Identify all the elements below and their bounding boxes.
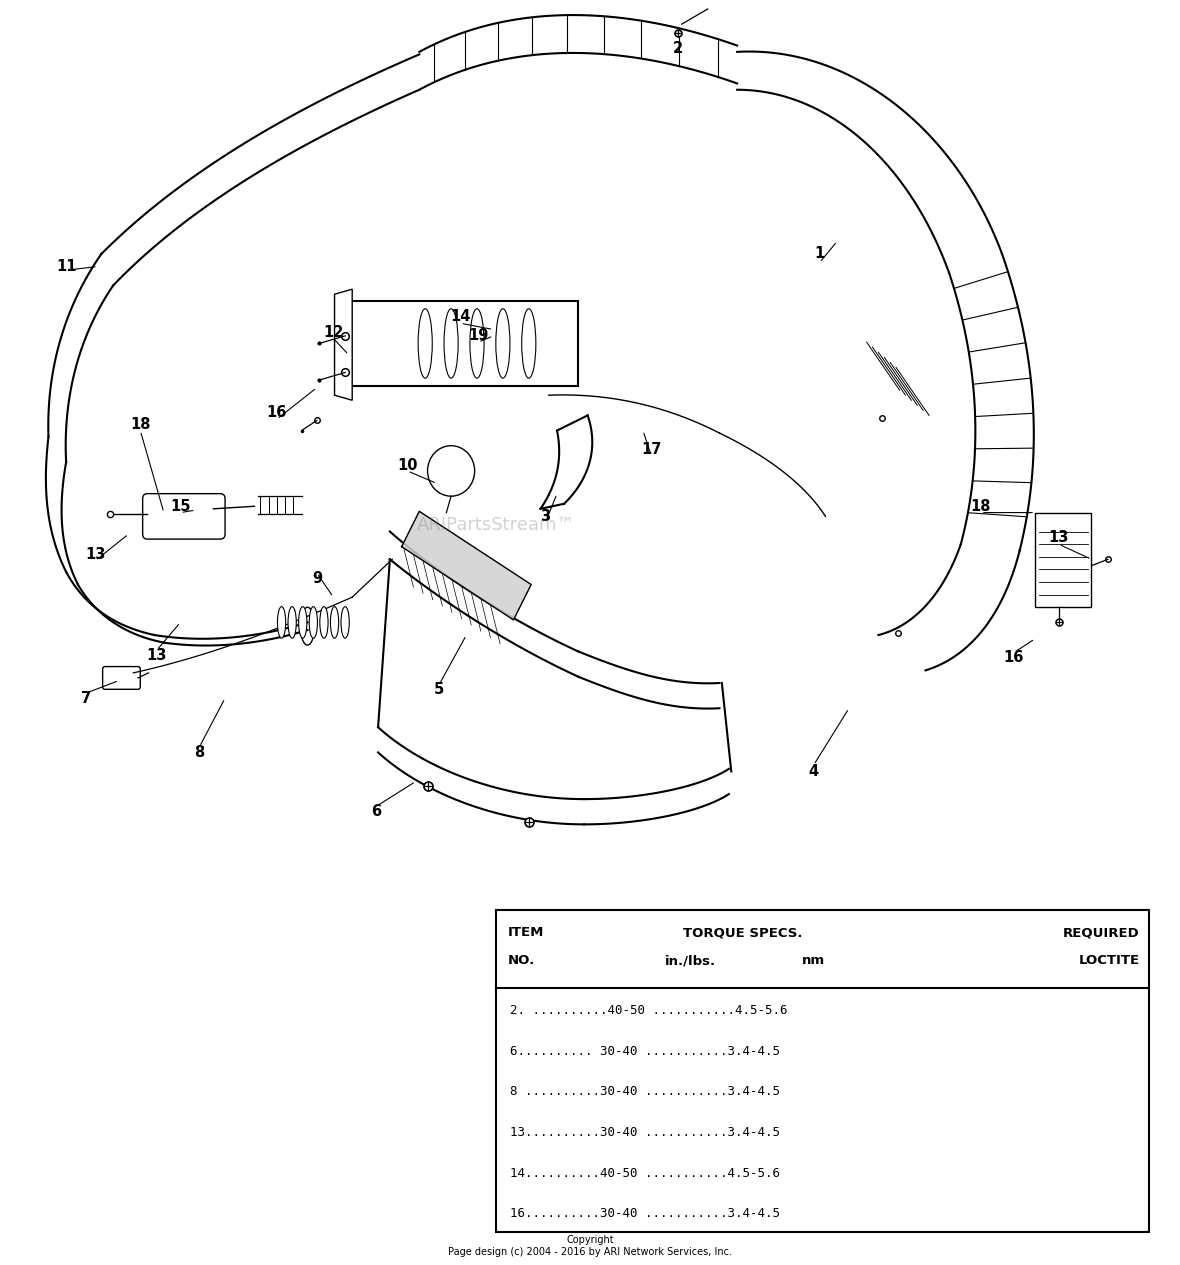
Text: ITEM: ITEM — [507, 926, 544, 940]
Text: ARIPartsStream™: ARIPartsStream™ — [417, 516, 575, 534]
Text: 3: 3 — [540, 509, 550, 524]
FancyBboxPatch shape — [143, 493, 225, 539]
Text: 14: 14 — [451, 310, 471, 324]
Bar — [1035, 512, 1092, 607]
Text: 13..........30-40 ...........3.4-4.5: 13..........30-40 ...........3.4-4.5 — [510, 1126, 780, 1138]
Text: 13: 13 — [146, 648, 166, 663]
Ellipse shape — [301, 607, 315, 645]
FancyBboxPatch shape — [103, 667, 140, 689]
Bar — [496, 911, 1149, 1232]
Ellipse shape — [288, 607, 296, 638]
Text: 12: 12 — [323, 325, 343, 339]
Text: 17: 17 — [641, 441, 662, 457]
Ellipse shape — [299, 607, 307, 638]
Polygon shape — [335, 290, 352, 400]
Text: 13: 13 — [1048, 530, 1069, 545]
Ellipse shape — [444, 309, 458, 378]
Text: 15: 15 — [170, 498, 191, 514]
Text: 14..........40-50 ...........4.5-5.6: 14..........40-50 ...........4.5-5.6 — [510, 1166, 780, 1180]
Text: LOCTITE: LOCTITE — [1079, 954, 1140, 968]
FancyBboxPatch shape — [348, 301, 578, 386]
Text: 7: 7 — [81, 691, 91, 706]
Text: 16: 16 — [1004, 650, 1024, 665]
Text: 11: 11 — [55, 259, 77, 275]
Ellipse shape — [522, 309, 536, 378]
Text: 16..........30-40 ...........3.4-4.5: 16..........30-40 ...........3.4-4.5 — [510, 1207, 780, 1221]
Text: 19: 19 — [468, 329, 489, 343]
Text: in./lbs.: in./lbs. — [664, 954, 715, 968]
Text: 9: 9 — [312, 571, 322, 586]
Text: 18: 18 — [130, 416, 151, 431]
Polygon shape — [401, 511, 531, 620]
Circle shape — [427, 445, 474, 496]
Text: Copyright
Page design (c) 2004 - 2016 by ARI Network Services, Inc.: Copyright Page design (c) 2004 - 2016 by… — [448, 1235, 732, 1256]
Text: REQUIRED: REQUIRED — [1063, 926, 1140, 940]
Text: 4: 4 — [808, 764, 819, 779]
Text: 16: 16 — [267, 405, 287, 420]
Ellipse shape — [418, 309, 432, 378]
Text: 1: 1 — [814, 247, 825, 262]
Text: 18: 18 — [971, 498, 991, 514]
Text: 6.......... 30-40 ...........3.4-4.5: 6.......... 30-40 ...........3.4-4.5 — [510, 1045, 780, 1058]
Ellipse shape — [309, 607, 317, 638]
Text: 2: 2 — [674, 40, 683, 56]
Ellipse shape — [496, 309, 510, 378]
Text: 10: 10 — [398, 458, 418, 473]
Ellipse shape — [470, 309, 484, 378]
Text: 8: 8 — [194, 745, 204, 760]
Text: nm: nm — [802, 954, 825, 968]
Text: 5: 5 — [434, 682, 445, 697]
Ellipse shape — [277, 607, 286, 638]
Text: TORQUE SPECS.: TORQUE SPECS. — [683, 926, 802, 940]
Text: 13: 13 — [85, 546, 106, 562]
Text: 6: 6 — [371, 805, 381, 820]
Text: 2. ..........40-50 ...........4.5-5.6: 2. ..........40-50 ...........4.5-5.6 — [510, 1004, 787, 1017]
Ellipse shape — [320, 607, 328, 638]
Text: NO.: NO. — [507, 954, 535, 968]
Ellipse shape — [341, 607, 349, 638]
Text: 8 ..........30-40 ...........3.4-4.5: 8 ..........30-40 ...........3.4-4.5 — [510, 1085, 780, 1098]
Ellipse shape — [330, 607, 339, 638]
